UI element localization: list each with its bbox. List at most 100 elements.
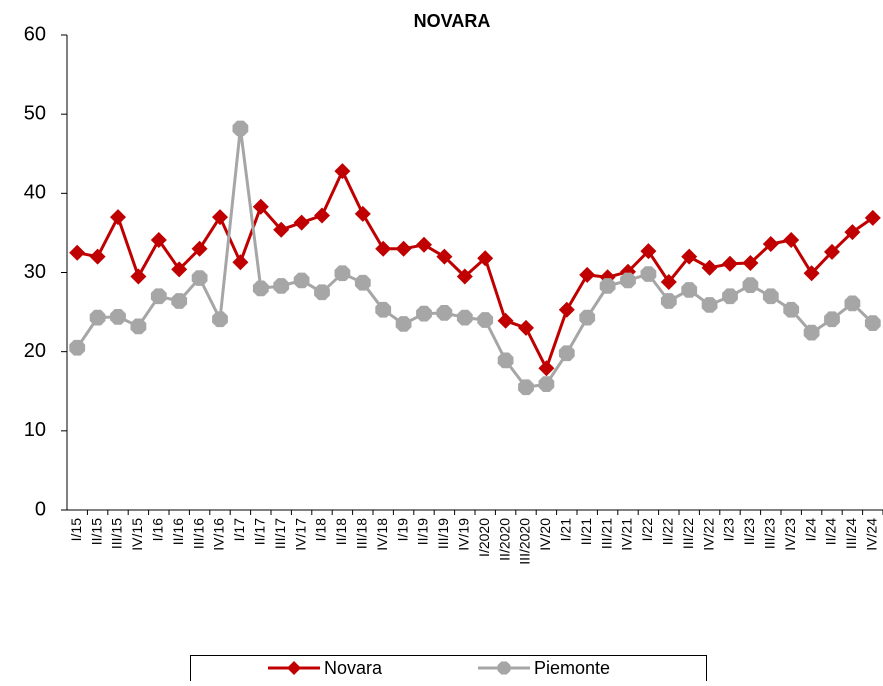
data-point	[742, 255, 759, 271]
x-tick-label: III/24	[843, 518, 859, 549]
x-tick-label: III/17	[272, 518, 288, 549]
x-tick-label: IV/17	[292, 518, 308, 551]
y-tick-label: 50	[24, 102, 46, 124]
data-point	[742, 277, 759, 293]
legend-box	[190, 655, 707, 686]
data-point	[89, 248, 106, 265]
data-point	[252, 198, 269, 215]
data-point	[232, 254, 249, 271]
data-point	[314, 207, 330, 224]
x-tick-label: IV/18	[374, 518, 390, 551]
data-point	[762, 236, 779, 252]
data-point	[375, 240, 392, 257]
data-point	[456, 268, 473, 285]
x-tick-label: III/19	[435, 518, 451, 549]
y-tick-label: 0	[35, 498, 46, 520]
data-point	[640, 243, 657, 260]
data-point	[538, 360, 555, 377]
data-point	[334, 163, 351, 180]
data-point	[538, 376, 555, 392]
x-tick-label: II/18	[333, 518, 349, 545]
data-point	[722, 288, 738, 305]
x-tick-label: IV/16	[211, 518, 227, 551]
x-tick-label: I/15	[68, 518, 84, 542]
x-tick-label: I/2020	[476, 518, 492, 557]
data-point	[701, 259, 718, 276]
data-point	[681, 248, 698, 265]
data-point	[436, 305, 453, 321]
data-point	[171, 293, 188, 309]
x-tick-label: II/21	[578, 518, 594, 545]
data-point	[69, 244, 86, 261]
y-tick-label: 10	[24, 419, 46, 441]
data-point	[416, 236, 432, 253]
data-point	[416, 305, 432, 322]
data-point	[334, 265, 351, 282]
y-tick-label: 30	[24, 261, 46, 283]
data-point	[293, 214, 310, 231]
x-tick-label: IV/21	[619, 518, 635, 551]
y-tick-label: 40	[24, 182, 46, 204]
data-point	[314, 284, 330, 301]
data-point	[558, 301, 575, 318]
x-tick-label: IV/19	[456, 518, 472, 551]
x-tick-label: III/21	[598, 518, 614, 549]
data-point	[579, 309, 596, 326]
x-tick-label: II/23	[741, 518, 757, 545]
data-point	[395, 316, 412, 332]
data-point	[681, 282, 698, 298]
data-point	[69, 339, 86, 356]
data-point	[844, 295, 861, 312]
data-point	[803, 265, 820, 282]
data-point	[477, 250, 494, 267]
data-point	[477, 312, 494, 328]
x-tick-label: II/19	[415, 518, 431, 545]
chart-title: NOVARA	[414, 11, 491, 31]
data-point	[803, 324, 820, 341]
data-point	[130, 318, 147, 335]
series-line	[75, 126, 874, 389]
legend-label: Novara	[324, 658, 383, 678]
data-point	[252, 280, 269, 297]
data-point	[232, 120, 249, 137]
x-tick-label: II/24	[823, 518, 839, 545]
legend-marker	[497, 661, 511, 675]
data-point	[191, 240, 208, 257]
x-tick-label: I/22	[639, 518, 655, 542]
data-point	[354, 205, 371, 222]
data-point	[864, 209, 881, 226]
data-point	[273, 278, 290, 294]
data-point	[620, 272, 636, 289]
data-point	[273, 221, 290, 238]
data-point	[212, 311, 228, 328]
data-point	[722, 255, 738, 272]
data-point	[212, 209, 228, 226]
x-tick-label: IV/22	[700, 518, 716, 551]
data-point	[110, 309, 126, 325]
data-point	[660, 293, 677, 309]
data-point	[150, 232, 167, 249]
data-point	[783, 232, 800, 249]
x-tick-label: III/18	[354, 518, 370, 549]
data-point	[701, 297, 718, 313]
x-tick-label: III/2020	[517, 518, 533, 565]
legend-label: Piemonte	[534, 658, 610, 678]
data-point	[191, 270, 208, 286]
data-point	[518, 379, 534, 396]
data-point	[130, 268, 147, 285]
data-point	[824, 243, 840, 260]
x-tick-label: II/2020	[496, 518, 512, 561]
x-tick-label: I/21	[558, 518, 574, 542]
data-point	[640, 266, 657, 282]
data-point	[110, 209, 126, 226]
x-tick-label: III/22	[680, 518, 696, 549]
data-point	[293, 272, 310, 289]
legend-marker	[287, 661, 301, 675]
x-tick-label: I/16	[150, 518, 166, 542]
data-point	[579, 266, 596, 283]
data-point	[824, 311, 840, 328]
x-tick-label: II/15	[88, 518, 104, 545]
x-tick-label: II/16	[170, 518, 186, 545]
data-point	[558, 345, 575, 362]
